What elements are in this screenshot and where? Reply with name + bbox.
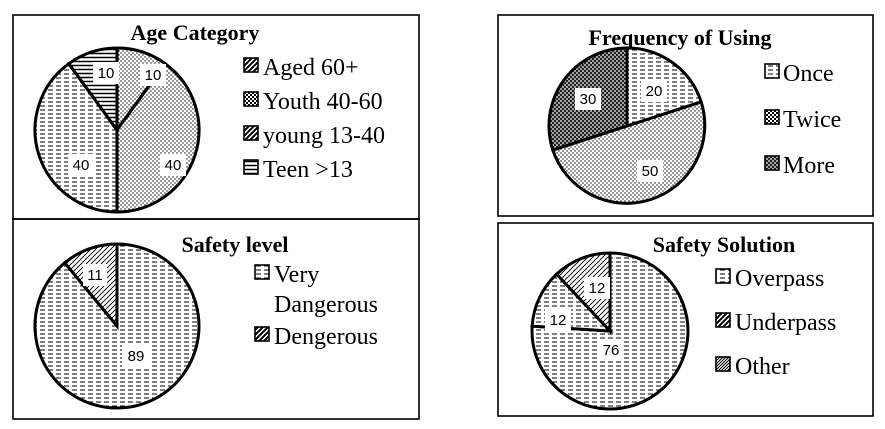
svg-text:11: 11	[87, 267, 103, 284]
chart-title-solution: Safety Solution	[653, 232, 795, 257]
legend-label: Teen >13	[263, 157, 353, 183]
legend-freq: Once Twice More	[764, 61, 841, 179]
legend-label: Twice	[783, 107, 841, 133]
legend-item-age-1: Youth 40-60	[243, 89, 383, 115]
data-label-safety-1: 11	[83, 264, 107, 286]
svg-text:12: 12	[589, 280, 606, 297]
legend-label: Dangerous	[274, 292, 378, 318]
svg-text:50: 50	[642, 163, 659, 180]
legend-label: More	[783, 153, 835, 179]
pie-slice-freq-twice	[550, 100, 707, 205]
data-label-safety-0: 89	[122, 345, 150, 367]
legend-label: Underpass	[735, 310, 836, 336]
legend-label: Once	[783, 61, 834, 87]
legend-swatch	[254, 264, 270, 280]
legend-item-solution-0: Overpass	[715, 266, 824, 292]
chart-title-age: Age Category	[131, 20, 260, 45]
data-label-solution-1: 12	[545, 309, 571, 331]
legend-label: Aged 60+	[263, 55, 359, 81]
legend-swatch	[715, 356, 731, 372]
legend-item-freq-1: Twice	[764, 107, 841, 133]
data-label-age-3: 10	[93, 62, 119, 84]
svg-text:40: 40	[73, 157, 90, 174]
legend-swatch	[254, 326, 270, 342]
pie-chart-solution: Safety Solution 76 12 12 Overpass Underpass Ot…	[530, 232, 836, 411]
legend-swatch	[243, 91, 259, 107]
legend-item-solution-1: Underpass	[715, 310, 836, 336]
legend-swatch	[715, 268, 731, 284]
pie-chart-freq: Frequency of Using 20 50 30 Once Twice More	[547, 25, 841, 205]
data-label-solution-2: 12	[584, 277, 610, 299]
legend-label: Other	[735, 354, 790, 380]
svg-text:12: 12	[550, 312, 567, 329]
legend-swatch	[243, 125, 259, 141]
data-label-freq-1: 50	[637, 160, 663, 182]
pie-chart-age: Age Category 10 40 40 10 Aged 60+ Youth 40-60 y…	[33, 20, 385, 214]
svg-text:76: 76	[603, 342, 620, 359]
svg-text:40: 40	[165, 157, 182, 174]
legend-swatch	[243, 57, 259, 73]
data-label-age-1: 40	[160, 154, 186, 176]
panel-frame-top-right	[497, 14, 874, 217]
legend-swatch	[764, 155, 780, 171]
legend-label: Dengerous	[274, 324, 378, 350]
pie-chart-safety: Safety level 89 11 Very Dangerous Dengerous	[33, 232, 378, 410]
pie-slice-solution-other	[554, 251, 612, 335]
legend-swatch	[243, 159, 259, 175]
panel-frame-bottom-right	[497, 222, 874, 417]
legend-solution: Overpass Underpass Other	[715, 266, 836, 380]
pie-slice-age-young-13-40	[33, 61, 119, 214]
svg-text:20: 20	[646, 83, 663, 100]
chart-title-safety: Safety level	[182, 232, 289, 257]
data-label-freq-0: 20	[641, 80, 667, 102]
data-label-freq-2: 30	[575, 88, 601, 110]
panel-frame-bottom-left	[12, 218, 420, 420]
legend-item-age-2: young 13-40	[243, 123, 385, 149]
legend-swatch	[764, 109, 780, 125]
legend-label: Very	[274, 262, 319, 288]
svg-text:10: 10	[145, 67, 162, 84]
svg-text:89: 89	[128, 348, 145, 365]
legend-swatch	[764, 63, 780, 79]
legend-label: Youth 40-60	[263, 89, 383, 115]
legend-label: Overpass	[735, 266, 824, 292]
legend-safety: Very Dangerous Dengerous	[254, 262, 378, 350]
data-label-age-0: 10	[140, 64, 166, 86]
svg-text:30: 30	[580, 91, 597, 108]
legend-item-freq-2: More	[764, 153, 835, 179]
data-label-solution-0: 76	[598, 339, 624, 361]
chart-title-freq: Frequency of Using	[589, 25, 772, 50]
legend-item-solution-2: Other	[715, 354, 790, 380]
legend-swatch	[715, 312, 731, 328]
legend-item-safety-0: Very Dangerous	[254, 262, 378, 318]
legend-item-age-3: Teen >13	[243, 157, 353, 183]
legend-item-freq-0: Once	[764, 61, 834, 87]
data-label-age-2: 40	[68, 154, 94, 176]
svg-text:10: 10	[98, 65, 115, 82]
legend-age: Aged 60+ Youth 40-60 young 13-40 Teen >13	[243, 55, 385, 183]
legend-item-age-0: Aged 60+	[243, 55, 359, 81]
legend-item-safety-1: Dengerous	[254, 324, 378, 350]
legend-label: young 13-40	[263, 123, 385, 149]
